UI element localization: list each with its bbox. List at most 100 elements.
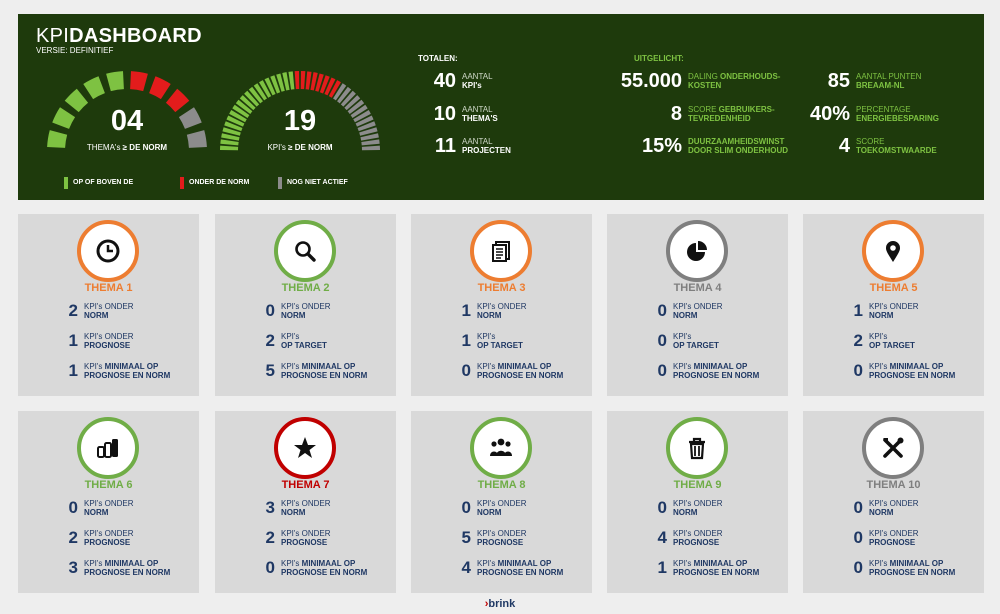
theme-metric: 1 KPI's ONDER NORM [853, 301, 919, 321]
highlight-user-satisfaction: 8 SCORE GEBRUIKERS- TEVREDENHEID [670, 103, 775, 125]
theme-icon-ring [862, 220, 924, 282]
theme-card[interactable]: THEMA 7 3 KPI's ONDER NORM 2 KPI's ONDER PROGN… [215, 411, 396, 593]
gauge-segment [353, 110, 371, 123]
gauge-segment [248, 86, 263, 104]
theme-name: THEMA 8 [477, 479, 526, 491]
theme-metric: 0 KPI's MINIMAAL OP PROGNOSE EN NORM [265, 558, 368, 578]
gauge-segment [360, 133, 379, 141]
theme-card[interactable]: THEMA 5 1 KPI's ONDER NORM 2 KPI's OP TARGET 0 K… [803, 214, 984, 396]
theme-metric: 2 KPI's ONDER PROGNOSE [68, 528, 134, 548]
gauge-segment [235, 99, 253, 114]
gauge-segment [224, 121, 243, 132]
highlight-future-value: 4 SCORE TOEKOMSTWAARDE [838, 135, 937, 157]
theme-metric: 0 KPI's OP TARGET [657, 331, 719, 351]
magnifier-icon [295, 241, 316, 262]
gauge-segment [282, 72, 290, 91]
gauge-segment [47, 130, 68, 148]
gauge-segment [300, 71, 306, 90]
theme-card[interactable]: THEMA 1 2 KPI's ONDER NORM 1 KPI's ONDER PROGN… [18, 214, 199, 396]
highlight-energy-saving: 40% PERCENTAGE ENERGIEBESPARING [809, 103, 939, 125]
gauge-segment [344, 95, 361, 111]
theme-name: THEMA 9 [673, 479, 722, 491]
theme-metric: 0 KPI's MINIMAAL OP PROGNOSE EN NORM [657, 361, 760, 381]
theme-metric: 5 KPI's MINIMAAL OP PROGNOSE EN NORM [265, 361, 368, 381]
theme-metric: 0 KPI's ONDER NORM [657, 498, 723, 518]
gauge-segment [220, 139, 239, 146]
theme-icon-ring [274, 417, 336, 479]
kpis-gauge-value: 19 [283, 105, 317, 137]
theme-metric: 0 KPI's MINIMAAL OP PROGNOSE EN NORM [461, 361, 564, 381]
theme-card[interactable]: THEMA 2 0 KPI's ONDER NORM 2 KPI's OP TARGET 5 K… [215, 214, 396, 396]
theme-metric: 2 KPI's OP TARGET [853, 331, 915, 351]
gauge-segment [83, 76, 105, 100]
gauge-segment [333, 83, 347, 101]
kpis-gauge-label: KPI's ≥ DE NORM [267, 143, 333, 152]
theme-card[interactable]: THEMA 9 0 KPI's ONDER NORM 4 KPI's ONDER PROGN… [607, 411, 788, 593]
gauge-segment [294, 71, 300, 90]
kpis-gauge-arc [220, 71, 380, 151]
theme-metric: 0 KPI's ONDER NORM [657, 301, 723, 321]
theme-card[interactable]: THEMA 6 0 KPI's ONDER NORM 2 KPI's ONDER PROGN… [18, 411, 199, 593]
gauge-segment [52, 107, 76, 129]
gauge-segment [270, 75, 281, 94]
legend-on-norm: OP OF BOVEN DE [64, 177, 133, 189]
theme-metric: 0 KPI's ONDER PROGNOSE [853, 528, 919, 548]
legend-swatch-red [180, 177, 184, 189]
legend-swatch-grey [278, 177, 282, 189]
theme-metric: 2 KPI's OP TARGET [265, 331, 327, 351]
theme-metric: 2 KPI's ONDER PROGNOSE [265, 528, 331, 548]
highlight-breeam-points: 85 AANTAL PUNTEN BREAAM-NL [827, 70, 922, 92]
total-kpis: 40 AANTAL KPI's [433, 70, 493, 92]
theme-icon-ring [862, 417, 924, 479]
theme-name: THEMA 10 [866, 479, 921, 491]
tools-icon [883, 437, 904, 458]
theme-card[interactable]: THEMA 4 0 KPI's ONDER NORM 0 KPI's OP TARGET 0 K… [607, 214, 788, 396]
gauge-segment [288, 71, 295, 90]
gauge-segment [319, 75, 330, 94]
theme-name: THEMA 4 [673, 282, 722, 294]
gauge-segment [276, 73, 285, 92]
theme-icon-ring [77, 220, 139, 282]
kpis-gauge: 19 KPI's ≥ DE NORM [219, 70, 381, 160]
gauge-segment [232, 104, 250, 118]
location-pin-icon [886, 241, 900, 262]
gauge-segment [347, 99, 365, 114]
gauge-segment [305, 71, 312, 90]
legend-below-norm: ONDER DE NORM [180, 177, 249, 189]
theme-card[interactable]: THEMA 3 1 KPI's ONDER NORM 1 KPI's OP TARGET 0 K… [411, 214, 592, 396]
theme-metric: 1 KPI's OP TARGET [461, 331, 523, 351]
theme-icon-ring [77, 417, 139, 479]
page-title: KPIDASHBOARD [36, 25, 202, 47]
brink-logo: ›brink [484, 598, 516, 610]
theme-name: THEMA 1 [84, 282, 133, 294]
star-icon [294, 437, 316, 458]
theme-name: THEMA 3 [477, 282, 526, 294]
theme-card[interactable]: THEMA 8 0 KPI's ONDER NORM 5 KPI's ONDER PROGN… [411, 411, 592, 593]
legend-swatch-green [64, 177, 68, 189]
gauge-segment [259, 80, 272, 98]
document-icon [492, 241, 510, 262]
theme-metric: 2 KPI's ONDER NORM [68, 301, 134, 321]
gauge-segment [355, 115, 374, 127]
theme-metric: 0 KPI's ONDER NORM [853, 498, 919, 518]
theme-metric: 5 KPI's ONDER PROGNOSE [461, 528, 527, 548]
theme-metric: 1 KPI's ONDER PROGNOSE [68, 331, 134, 351]
gauge-segment [220, 145, 239, 151]
gauge-segment [165, 88, 190, 113]
theme-card[interactable]: THEMA 10 0 KPI's ONDER NORM 0 KPI's ONDER PROG… [803, 411, 984, 593]
gauge-segment [244, 90, 260, 107]
theme-name: THEMA 7 [281, 479, 330, 491]
theme-metric: 0 KPI's MINIMAAL OP PROGNOSE EN NORM [853, 558, 956, 578]
gauge-segment [186, 130, 207, 148]
theme-icon-ring [470, 220, 532, 282]
gauge-segment [328, 80, 341, 98]
version-subtitle: VERSIE: DEFINITIEF [36, 46, 114, 55]
totals-label: TOTALEN: [418, 54, 458, 63]
theme-metric: 4 KPI's ONDER PROGNOSE [657, 528, 723, 548]
highlight-maintenance-costs: 55.000 DALING ONDERHOUDS- KOSTEN [620, 70, 781, 92]
theme-metric: 0 KPI's MINIMAAL OP PROGNOSE EN NORM [853, 361, 956, 381]
gauge-segment [264, 77, 276, 96]
gauge-segment [310, 72, 318, 91]
theme-metric: 1 KPI's MINIMAAL OP PROGNOSE EN NORM [68, 361, 171, 381]
gauge-segment [359, 127, 378, 136]
